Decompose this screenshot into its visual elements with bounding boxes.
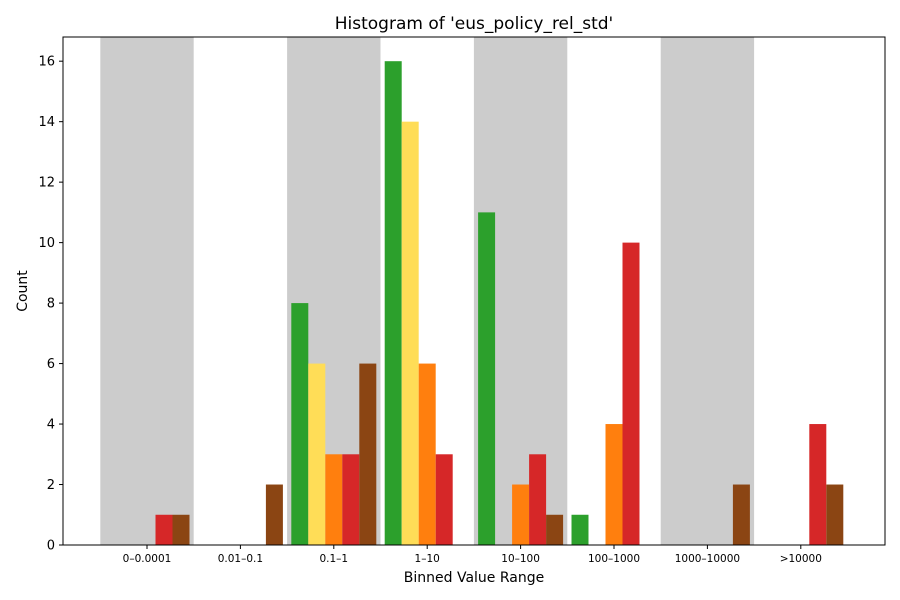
x-tick-label: 1–10	[415, 553, 440, 565]
y-tick-label: 8	[47, 297, 55, 312]
y-tick-label: 14	[38, 115, 55, 130]
y-tick-label: 10	[38, 236, 55, 251]
y-tick-label: 12	[38, 176, 55, 191]
chart-title: Histogram of 'eus_policy_rel_std'	[335, 14, 613, 34]
x-axis-label: Binned Value Range	[404, 570, 544, 586]
bar	[435, 454, 453, 545]
y-tick-label: 4	[47, 418, 55, 433]
bar	[265, 484, 283, 545]
bar	[809, 424, 827, 545]
x-axis-ticks: 0–0.0001 0.01–0.1 0.1–1 1–10 10–100 100–1000 1…	[123, 545, 822, 565]
y-axis-ticks: 0 2 4 6 8 10 12 14 16	[38, 55, 63, 554]
bar	[622, 242, 640, 545]
background-bands	[100, 37, 755, 545]
bar	[291, 303, 309, 545]
plot-frame	[62, 36, 886, 546]
bar	[418, 363, 436, 545]
background-band	[660, 37, 755, 545]
y-axis-label: Count	[15, 270, 31, 312]
bar	[571, 514, 589, 545]
bars-group	[155, 61, 844, 546]
background-band	[100, 37, 194, 545]
x-tick-label: >10000	[780, 553, 822, 565]
bar	[605, 424, 623, 545]
y-tick-label: 6	[47, 357, 55, 372]
x-tick-label: 0–0.0001	[123, 553, 172, 565]
bar	[384, 61, 402, 545]
bar	[172, 514, 190, 545]
bar	[478, 212, 496, 545]
bar	[342, 454, 360, 545]
x-tick-label: 10–100	[501, 553, 540, 565]
bar	[512, 484, 530, 545]
x-tick-label: 100–1000	[588, 553, 640, 565]
x-tick-label: 1000–10000	[675, 553, 740, 565]
y-tick-label: 0	[47, 539, 55, 554]
bar	[546, 514, 564, 545]
bar	[155, 514, 173, 545]
bar	[359, 363, 377, 545]
y-tick-label: 16	[38, 55, 55, 70]
bar	[732, 484, 750, 545]
bar	[529, 454, 547, 545]
x-tick-label: 0.01–0.1	[218, 553, 263, 565]
y-tick-label: 2	[47, 478, 55, 493]
bar	[325, 454, 343, 545]
bar	[826, 484, 844, 545]
bar	[308, 363, 326, 545]
x-tick-label: 0.1–1	[319, 553, 348, 565]
bar	[401, 121, 419, 546]
